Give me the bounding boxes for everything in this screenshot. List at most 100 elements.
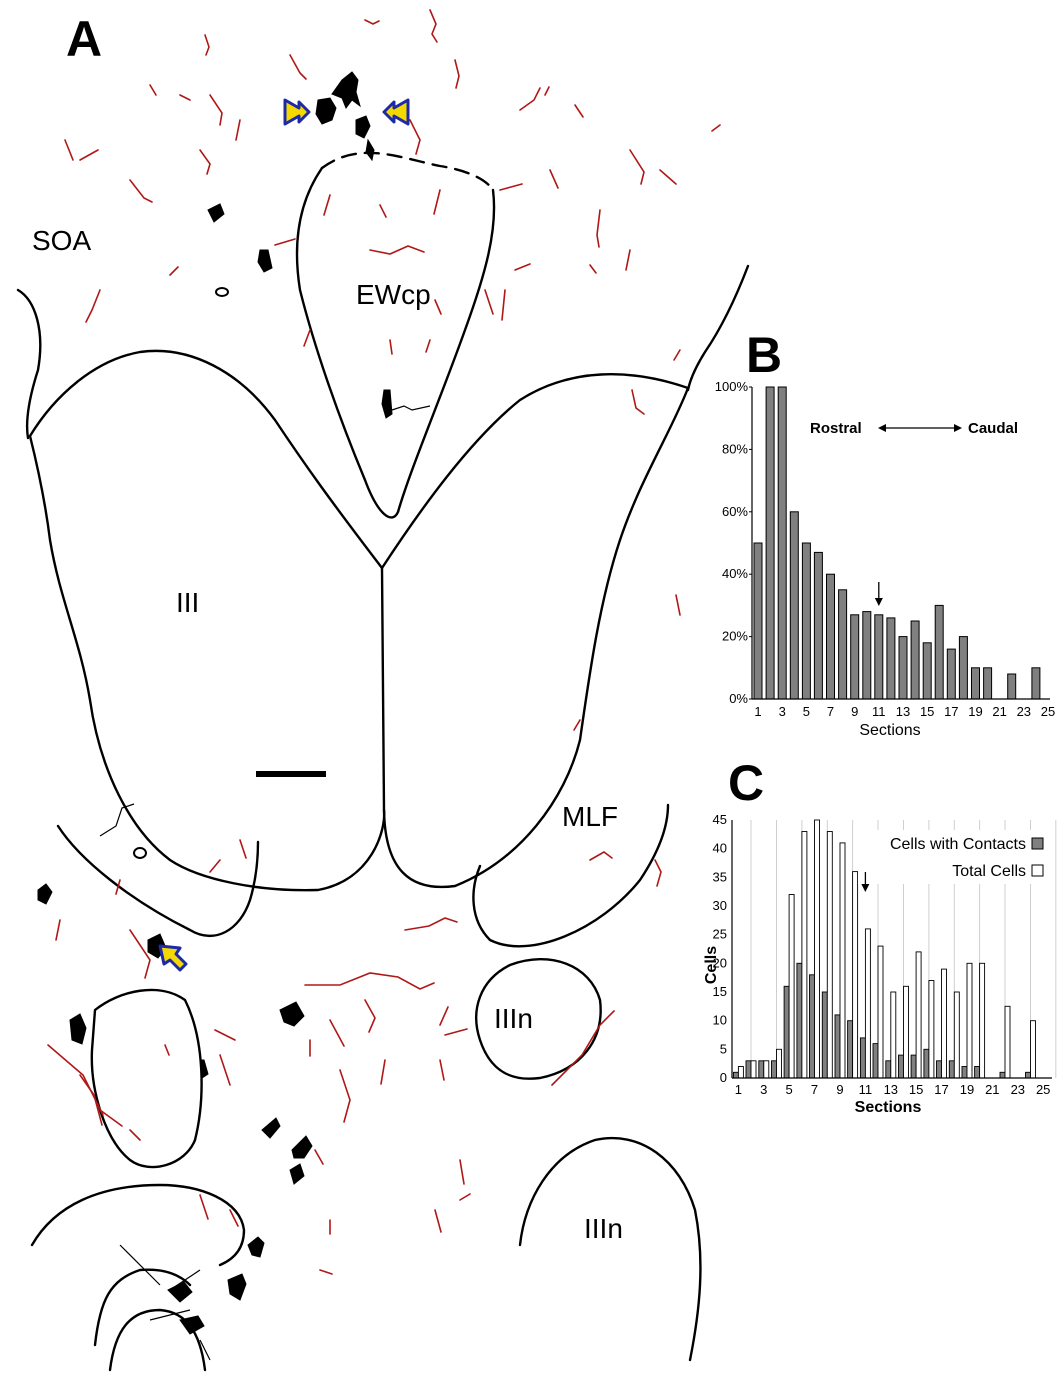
- panel-b-bar-section-9: [850, 614, 860, 700]
- panel-c-x-axis-label: Sections: [855, 1099, 922, 1116]
- panel-b-y-tick-label: 0%: [729, 691, 748, 706]
- panel-c-y-tick-label: 5: [720, 1041, 727, 1056]
- panel-b-x-tick-label: 15: [920, 704, 934, 719]
- legend-swatch-total-cells: [1031, 864, 1044, 877]
- ventral-arc-2: [108, 1308, 207, 1372]
- iiin-upper-outline: [475, 958, 602, 1080]
- panel-c-letter: C: [728, 755, 764, 811]
- ewcp-dashed-top: [320, 151, 495, 192]
- panel-b-bar-section-19: [971, 667, 980, 700]
- panel-c-bar-contacts-section-8: [821, 991, 828, 1079]
- panel-b-y-tick-label: 20%: [722, 629, 748, 644]
- region-label-mlf: MLF: [562, 801, 618, 832]
- panel-c-bar-total-section-5: [788, 894, 795, 1079]
- panel-c-x-tick-label: 9: [836, 1082, 843, 1097]
- arrow-up-left-icon: [158, 944, 188, 972]
- panel-b-bar-section-3: [777, 386, 787, 700]
- iiin-lower-outline: [518, 1136, 702, 1362]
- panel-b-bar-section-16: [934, 604, 944, 700]
- panel-c-y-tick-labels: 0 5 10 15 20 25 30 35 40 45: [713, 812, 727, 1085]
- panel-c-bar-contacts-section-15: [910, 1054, 917, 1079]
- panel-c-x-tick-label: 7: [811, 1082, 818, 1097]
- panel-b-bar-section-10: [862, 611, 872, 700]
- panel-c-bar-total-section-4: [776, 1048, 782, 1079]
- panel-c-bar-contacts-section-14: [898, 1054, 904, 1079]
- panel-c-y-tick-label: 25: [713, 927, 727, 942]
- panel-c-x-tick-label: 25: [1036, 1082, 1050, 1097]
- panel-b-bar-section-15: [922, 642, 932, 700]
- panel-c-x-tick-label: 11: [859, 1082, 873, 1097]
- panel-c-bar-total-section-7: [814, 819, 820, 1079]
- panel-c-bar-total-section-22: [1004, 1005, 1011, 1079]
- panel-c-x-tick-label: 15: [909, 1082, 923, 1097]
- panel-b-bar-section-18: [958, 636, 968, 700]
- panel-c-bars: [732, 819, 1036, 1079]
- panel-c-bar-contacts-section-19: [961, 1066, 968, 1079]
- panel-b-bar-section-20: [983, 667, 993, 700]
- panel-b-x-tick-label: 9: [851, 704, 858, 719]
- scale-bar: [256, 771, 326, 777]
- outline-left-contour: [16, 288, 42, 440]
- panel-c-x-tick-label: 5: [785, 1082, 792, 1097]
- panel-c-bar-total-section-15: [915, 951, 922, 1079]
- ewcp-outline: [295, 166, 496, 519]
- panel-b-bar-section-13: [898, 636, 908, 700]
- panel-c-bar-total-section-8: [826, 831, 833, 1079]
- panel-c-bar-contacts-section-12: [872, 1043, 879, 1079]
- panel-c-bar-total-section-11: [864, 928, 871, 1079]
- legend-swatch-cells-with-contacts: [1031, 837, 1044, 850]
- panel-b-x-tick-labels: 1 3 5 7 9 11 13 15 17 19 21 23 25: [754, 704, 1055, 719]
- panel-c-bar-total-section-6: [801, 831, 808, 1079]
- fiber-traces: [47, 9, 721, 1275]
- panel-c-bar-total-section-9: [839, 842, 846, 1079]
- panel-b-y-tick-labels: 0% 20% 40% 60% 80% 100%: [715, 379, 752, 706]
- panel-c-bar-total-section-16: [928, 980, 935, 1079]
- panel-c-bar-contacts-section-1: [732, 1071, 739, 1079]
- panel-c-bar-total-section-20: [979, 962, 986, 1079]
- panel-b-bar-section-7: [826, 573, 835, 700]
- region-label-soa: SOA: [32, 225, 91, 256]
- panel-c-bar-contacts-section-3: [758, 1060, 765, 1079]
- panel-b-bar-section-2: [765, 386, 775, 700]
- region-label-iiin-upper: IIIn: [494, 1003, 533, 1034]
- panel-b-x-tick-label: 5: [803, 704, 810, 719]
- panel-c-bar-contacts-section-20: [974, 1066, 981, 1079]
- ventral-arc-1: [93, 1268, 192, 1347]
- region-label-ewcp: EWcp: [356, 279, 431, 310]
- panel-c-y-tick-label: 15: [713, 984, 727, 999]
- arrow-right-icon: [283, 98, 311, 126]
- panel-c-x-tick-label: 1: [735, 1082, 742, 1097]
- panel-b-annotation-caudal: Caudal: [968, 420, 1018, 437]
- panel-c-x-tick-label: 21: [985, 1082, 999, 1097]
- panel-a-drawing: A: [16, 9, 750, 1372]
- panel-b-bar-section-4: [789, 511, 799, 700]
- outline-right-contour: [686, 264, 750, 392]
- panel-b-y-tick-label: 80%: [722, 441, 748, 456]
- panel-c-bar-total-section-14: [903, 985, 909, 1079]
- panel-c-bar-total-section-3: [763, 1060, 770, 1079]
- panel-b-bar-section-8: [838, 589, 848, 700]
- panel-c-x-tick-label: 23: [1011, 1082, 1025, 1097]
- panel-c-bar-contacts-section-5: [783, 985, 790, 1079]
- panel-b-chart: B 0%20%40%60%80%100% 1 3 5 7 9 11 13 15 17 19 21 23…: [715, 327, 1055, 739]
- arrow-left-icon: [382, 98, 410, 126]
- panel-b-letter: B: [746, 327, 782, 383]
- panel-c-y-tick-label: 20: [713, 955, 727, 970]
- panel-c-bar-total-section-10: [852, 871, 859, 1079]
- panel-b-bar-section-1: [753, 542, 763, 700]
- panel-b-bar-section-5: [801, 542, 811, 700]
- panel-c-bar-contacts-section-17: [936, 1060, 942, 1079]
- mlf-right-outline: [472, 803, 670, 948]
- panel-b-x-tick-label: 17: [944, 704, 958, 719]
- panel-c-bar-contacts-section-11: [859, 1037, 866, 1079]
- panel-c-x-tick-label: 13: [884, 1082, 898, 1097]
- panel-c-bar-contacts-section-22: [999, 1071, 1006, 1079]
- panel-b-bar-section-12: [886, 617, 896, 700]
- contact-arrows: [158, 98, 410, 972]
- panel-b-x-tick-label: 23: [1017, 704, 1031, 719]
- panel-c-y-tick-label: 30: [713, 898, 727, 913]
- panel-a-letter: A: [66, 11, 102, 67]
- panel-c-bar-total-section-2: [750, 1060, 757, 1079]
- panel-c-bar-contacts-section-9: [834, 1014, 841, 1079]
- panel-c-bar-contacts-section-18: [948, 1060, 955, 1079]
